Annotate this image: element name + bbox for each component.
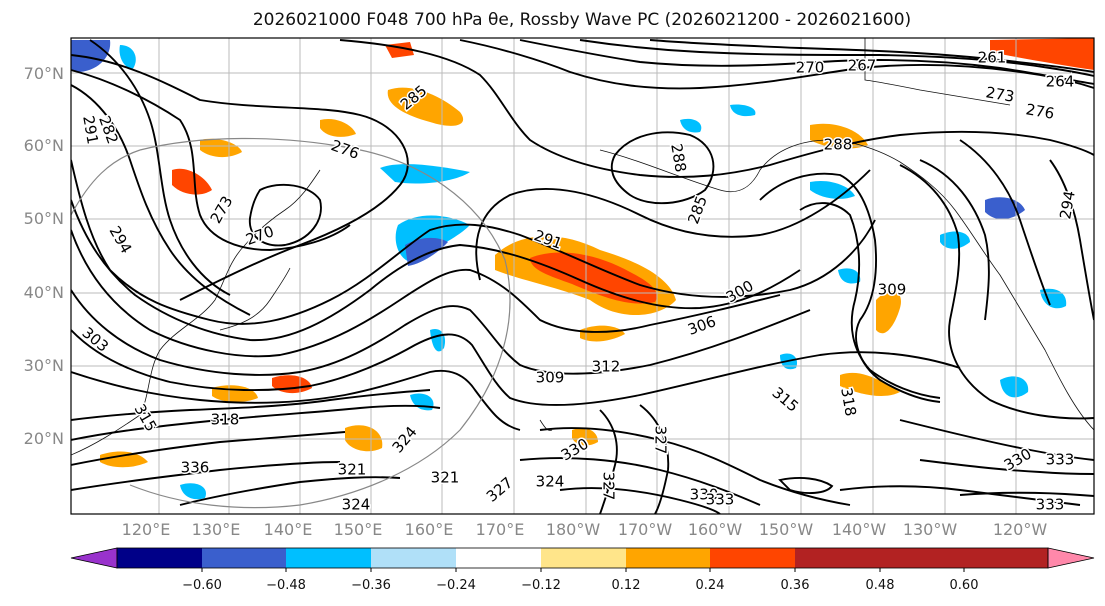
contour-label: 324 bbox=[342, 496, 371, 514]
map-title: 2026021000 F048 700 hPa θe, Rossby Wave … bbox=[252, 10, 912, 30]
contour-label: 336 bbox=[181, 459, 210, 477]
strong-warm-anomaly bbox=[530, 252, 658, 304]
lat-label: 30°N bbox=[23, 356, 64, 375]
colorbar-extend-min bbox=[70, 547, 118, 569]
colorbar-tick-label: 0.48 bbox=[865, 578, 895, 593]
colorbar-segment bbox=[456, 548, 541, 568]
lon-label: 150°W bbox=[758, 520, 814, 539]
contour-label: 312 bbox=[592, 358, 621, 376]
domain-outline bbox=[71, 137, 511, 509]
lon-label: 130°W bbox=[902, 520, 958, 539]
colorbar-segment bbox=[371, 548, 456, 568]
cold-anomaly-patch bbox=[730, 104, 756, 117]
lon-label: 180°W bbox=[545, 520, 601, 539]
colorbar bbox=[70, 547, 1095, 572]
warm-anomaly-patch bbox=[200, 138, 242, 158]
lon-label: 160°E bbox=[404, 520, 454, 539]
colorbar-tick-label: −0.24 bbox=[436, 578, 476, 593]
contour-label: 264 bbox=[1046, 73, 1075, 91]
colorbar-segment bbox=[286, 548, 371, 568]
colorbar-tick-label: −0.36 bbox=[351, 578, 391, 593]
colorbar-tick-label: −0.48 bbox=[266, 578, 306, 593]
cold-anomaly-patch bbox=[680, 118, 702, 133]
contour-label: 327 bbox=[600, 472, 618, 501]
coastlines bbox=[71, 38, 1094, 456]
lat-label: 20°N bbox=[23, 429, 64, 448]
colorbar-tick-label: 0.24 bbox=[695, 578, 725, 593]
colorbar-segment bbox=[202, 548, 286, 568]
colorbar-tick-label: −0.60 bbox=[182, 578, 222, 593]
colorbar-tick-label: 0.36 bbox=[780, 578, 810, 593]
cold-anomaly-patch bbox=[180, 483, 206, 500]
colorbar-tick-label: 0.60 bbox=[949, 578, 979, 593]
lon-label: 120°E bbox=[121, 520, 171, 539]
warm-anomaly-patch bbox=[172, 168, 212, 195]
warm-anomaly-patch bbox=[387, 87, 464, 126]
colorbar-tick-label: 0.12 bbox=[611, 578, 641, 593]
colorbar-outline bbox=[116, 547, 1049, 569]
contour-label: 321 bbox=[338, 461, 367, 479]
lon-label: 170°W bbox=[617, 520, 673, 539]
map-frame bbox=[70, 37, 1095, 515]
warm-anomaly-patch bbox=[345, 425, 383, 452]
lon-label: 160°W bbox=[687, 520, 743, 539]
contour-label: 288 bbox=[824, 136, 853, 154]
lon-label: 120°W bbox=[992, 520, 1048, 539]
lon-label: 130°E bbox=[191, 520, 241, 539]
cold-anomaly-patch bbox=[940, 231, 970, 249]
colorbar-segment bbox=[117, 548, 202, 568]
contour-label: 330 bbox=[690, 486, 719, 504]
lon-label: 170°E bbox=[475, 520, 525, 539]
contour-label: 333 bbox=[706, 491, 735, 509]
colorbar-segment bbox=[880, 548, 1048, 568]
warm-anomaly-patch bbox=[580, 325, 625, 342]
contour-label: 261 bbox=[978, 49, 1007, 67]
lat-label: 40°N bbox=[23, 283, 64, 302]
lon-label: 140°E bbox=[263, 520, 313, 539]
warm-anomaly-patch bbox=[876, 291, 901, 334]
contour-label: 324 bbox=[536, 473, 565, 491]
lon-label: 150°E bbox=[333, 520, 383, 539]
colorbar-segment bbox=[795, 548, 880, 568]
cold-anomaly-patch bbox=[985, 197, 1025, 220]
cold-anomaly-patch bbox=[1000, 376, 1029, 398]
contour-label: 318 bbox=[211, 411, 240, 429]
warm-anomaly-patch bbox=[100, 451, 148, 468]
colorbar-segment bbox=[626, 548, 710, 568]
lat-label: 60°N bbox=[23, 136, 64, 155]
contour-label: 333 bbox=[1046, 451, 1075, 469]
colorbar-extend-max bbox=[1047, 547, 1095, 569]
contour-label: 321 bbox=[431, 469, 460, 487]
contour-label: 267 bbox=[848, 57, 877, 75]
lat-label: 70°N bbox=[23, 64, 64, 83]
graticule bbox=[71, 38, 1094, 514]
lon-label: 140°W bbox=[831, 520, 887, 539]
lat-label: 50°N bbox=[23, 209, 64, 228]
contour-label: 309 bbox=[878, 281, 907, 299]
theta-e-contours bbox=[71, 39, 1094, 514]
contour-label: 333 bbox=[1036, 496, 1065, 514]
warm-anomaly-patch bbox=[320, 118, 356, 137]
warm-anomaly-patch bbox=[572, 428, 598, 446]
contour-label: 327 bbox=[652, 426, 670, 455]
cold-anomaly-patch bbox=[838, 268, 861, 284]
colorbar-segment bbox=[541, 548, 626, 568]
contour-label: 309 bbox=[536, 369, 565, 387]
warm-anomaly-patch bbox=[840, 372, 900, 397]
colorbar-segment bbox=[710, 548, 795, 568]
cold-anomaly-patch bbox=[119, 45, 136, 70]
contour-label: 270 bbox=[796, 59, 825, 77]
colorbar-tick-label: −0.12 bbox=[521, 578, 561, 593]
